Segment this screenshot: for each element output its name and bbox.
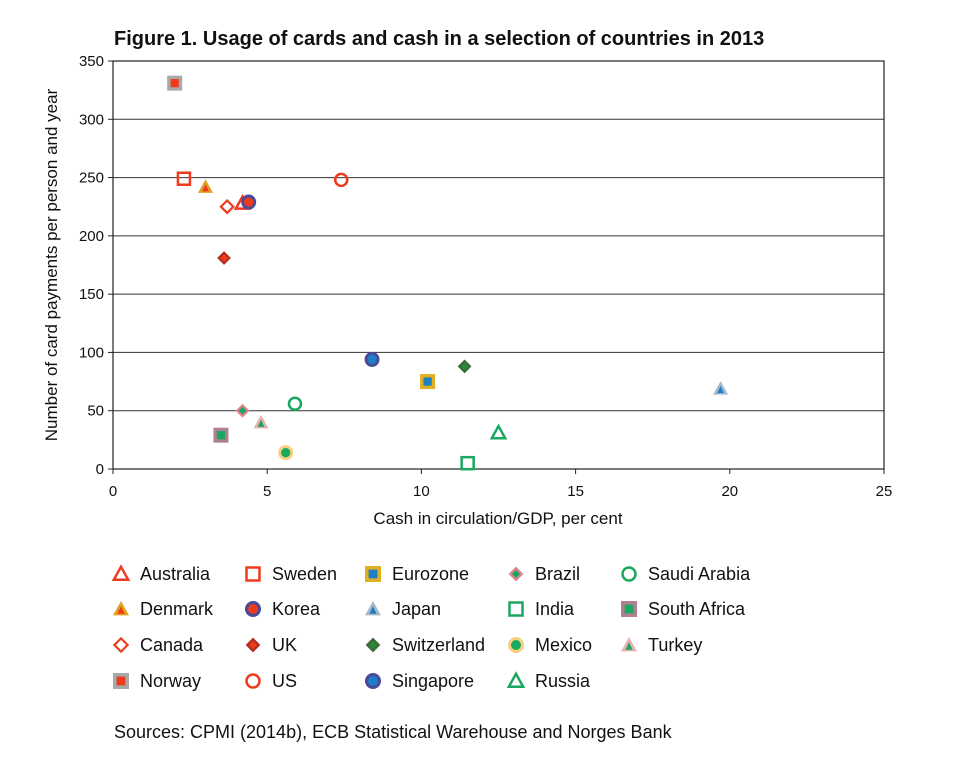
legend-marker-icon <box>111 564 131 582</box>
data-point-japan <box>713 381 729 395</box>
legend-item-saudi-arabia: Saudi Arabia <box>618 560 750 588</box>
legend-marker-icon <box>113 673 129 689</box>
legend-marker-icon <box>245 566 261 582</box>
legend-label: Switzerland <box>392 634 486 655</box>
data-point-norway <box>167 75 183 91</box>
legend-marker-icon <box>621 637 637 652</box>
figure-title: Figure 1. Usage of cards and cash in a s… <box>114 28 765 50</box>
legend-marker-icon <box>365 566 381 582</box>
legend-marker-icon <box>508 566 524 582</box>
legend-marker-icon <box>506 671 526 689</box>
legend-label: Korea <box>272 598 321 619</box>
y-tick-label: 200 <box>79 228 104 245</box>
x-tick-label: 5 <box>263 483 271 500</box>
x-tick-label: 20 <box>721 483 738 500</box>
legend-item-eurozone: Eurozone <box>362 560 469 588</box>
x-axis-title: Cash in circulation/GDP, per cent <box>373 509 622 528</box>
data-point-south-africa <box>213 427 229 443</box>
legend-item-australia: Australia <box>110 560 210 588</box>
data-point-uk <box>217 251 231 265</box>
data-point-korea <box>241 194 257 210</box>
legend-label: UK <box>272 634 298 655</box>
legend-item-turkey: Turkey <box>618 631 702 659</box>
y-tick-label: 50 <box>87 403 104 420</box>
legend-item-mexico: Mexico <box>505 631 592 659</box>
legend-label: Denmark <box>140 598 214 619</box>
y-tick-label: 0 <box>96 461 104 478</box>
legend-label: Turkey <box>648 634 703 655</box>
data-point-eurozone <box>420 374 436 390</box>
legend-label: Russia <box>535 670 591 691</box>
x-tick-label: 25 <box>876 483 893 500</box>
data-point-russia <box>489 423 508 440</box>
y-tick-label: 350 <box>79 53 104 70</box>
legend-item-norway: Norway <box>110 667 201 695</box>
legend-marker-icon <box>113 601 129 616</box>
legend-label: Eurozone <box>392 563 470 584</box>
y-tick-label: 100 <box>79 344 104 361</box>
legend-item-switzerland: Switzerland <box>362 631 485 659</box>
legend-label: Japan <box>392 598 442 619</box>
legend-item-singapore: Singapore <box>362 667 474 695</box>
legend-item-brazil: Brazil <box>505 560 580 588</box>
x-tick-label: 0 <box>109 483 117 500</box>
legend-label: India <box>535 598 575 619</box>
legend-label: US <box>272 670 298 691</box>
legend-item-india: India <box>505 595 574 623</box>
y-tick-label: 250 <box>79 170 104 187</box>
legend-marker-icon <box>245 601 261 617</box>
scatter-chart: 0 50 100 150 200 250 300 350 0 5 10 15 20 25 Cash in … <box>42 53 892 528</box>
data-point-india <box>460 455 475 471</box>
y-axis-title: Number of card payments per person and y… <box>42 88 61 441</box>
legend-item-sweden: Sweden <box>242 560 337 588</box>
data-point-singapore <box>364 351 380 367</box>
y-tick-label: 150 <box>79 286 104 303</box>
legend-item-denmark: Denmark <box>110 595 213 623</box>
legend-marker-icon <box>508 601 524 617</box>
legend-marker-icon <box>508 637 524 653</box>
legend-label: Australia <box>140 563 211 584</box>
legend-label: Canada <box>140 634 204 655</box>
axis-ticks: 0 50 100 150 200 250 300 350 0 5 10 15 20 25 <box>79 53 892 500</box>
data-point-mexico <box>278 445 294 461</box>
legend-marker-icon <box>621 601 637 617</box>
data-point-saudi-arabia <box>287 396 303 411</box>
legend-marker-icon <box>621 566 637 582</box>
data-points <box>167 75 729 471</box>
legend-item-uk: UK <box>242 631 297 659</box>
legend-item-canada: Canada <box>110 631 203 659</box>
legend-item-us: US <box>242 667 297 695</box>
legend-item-russia: Russia <box>505 667 590 695</box>
legend-label: Sweden <box>272 563 338 584</box>
data-point-us <box>333 172 349 188</box>
y-tick-label: 300 <box>79 111 104 128</box>
legend-label: Brazil <box>535 563 581 584</box>
legend-marker-icon <box>365 673 381 689</box>
data-point-canada <box>219 198 235 215</box>
legend-marker-icon <box>245 637 261 653</box>
x-tick-label: 10 <box>413 483 430 500</box>
legend-label: South Africa <box>648 598 746 619</box>
grid-lines <box>113 118 884 412</box>
legend-item-korea: Korea <box>242 595 320 623</box>
legend-label: Mexico <box>535 634 593 655</box>
data-point-denmark <box>198 179 214 193</box>
data-point-switzerland <box>457 359 472 374</box>
legend-item-japan: Japan <box>362 595 441 623</box>
data-point-sweden <box>176 171 192 186</box>
data-point-turkey <box>253 414 269 429</box>
legend-marker-icon <box>245 673 261 689</box>
legend-marker-icon <box>112 636 130 654</box>
sources-note: Sources: CPMI (2014b), ECB Statistical W… <box>114 722 672 742</box>
legend-label: Saudi Arabia <box>648 563 751 584</box>
legend-label: Norway <box>140 670 202 691</box>
legend: Australia Denmark Canada Norway Sweden Korea U… <box>110 560 790 710</box>
legend-label: Singapore <box>392 670 475 691</box>
x-tick-label: 15 <box>567 483 584 500</box>
plot-frame <box>112 60 885 470</box>
data-point-brazil <box>235 403 250 418</box>
legend-item-south-africa: South Africa <box>618 595 745 623</box>
legend-marker-icon <box>365 601 381 616</box>
legend-marker-icon <box>365 637 381 653</box>
